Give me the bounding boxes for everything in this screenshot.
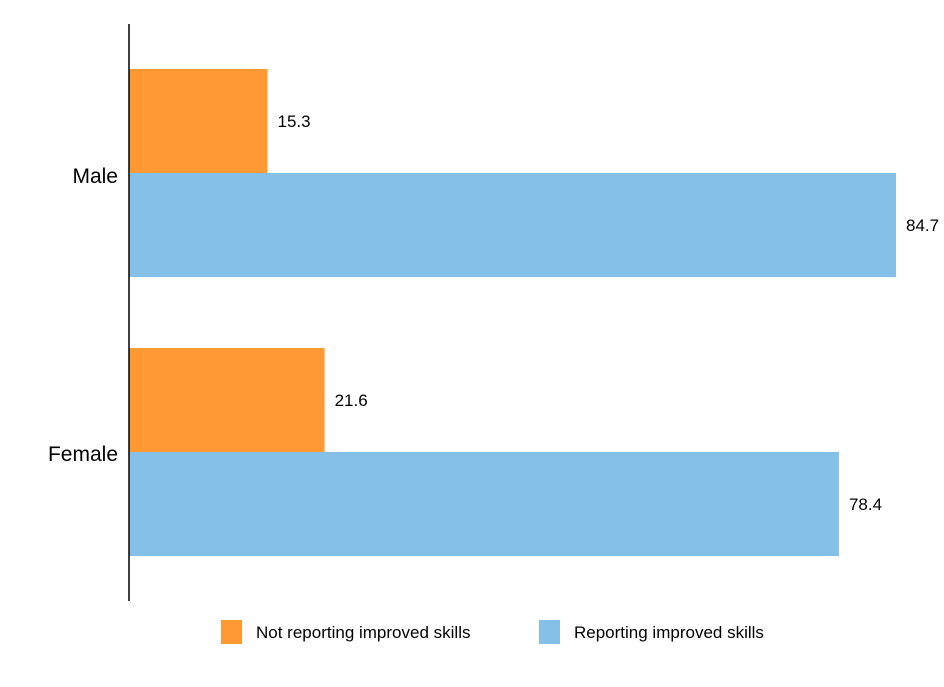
value-label-female-reporting-improved-skills: 78.4 [849,495,882,514]
legend-label-not-reporting-improved-skills: Not reporting improved skills [256,623,470,642]
bar-female-reporting-improved-skills [129,452,839,556]
bar-female-not-reporting-improved-skills [129,348,325,452]
legend: Not reporting improved skills Reporting i… [221,620,764,644]
value-labels-group: 15.3 84.7 21.6 78.4 [278,112,940,514]
legend-label-reporting-improved-skills: Reporting improved skills [574,623,764,642]
legend-swatch-not-reporting-improved-skills [221,620,242,644]
category-label-female: Female [48,443,118,466]
value-label-female-not-reporting-improved-skills: 21.6 [335,391,368,410]
legend-swatch-reporting-improved-skills [539,620,560,644]
bars-group [129,69,896,556]
category-labels-group: Male Female [48,165,118,466]
value-label-male-reporting-improved-skills: 84.7 [906,216,939,235]
value-label-male-not-reporting-improved-skills: 15.3 [278,112,311,131]
bar-male-reporting-improved-skills [129,173,896,277]
bar-male-not-reporting-improved-skills [129,69,268,173]
category-label-male: Male [72,165,118,188]
